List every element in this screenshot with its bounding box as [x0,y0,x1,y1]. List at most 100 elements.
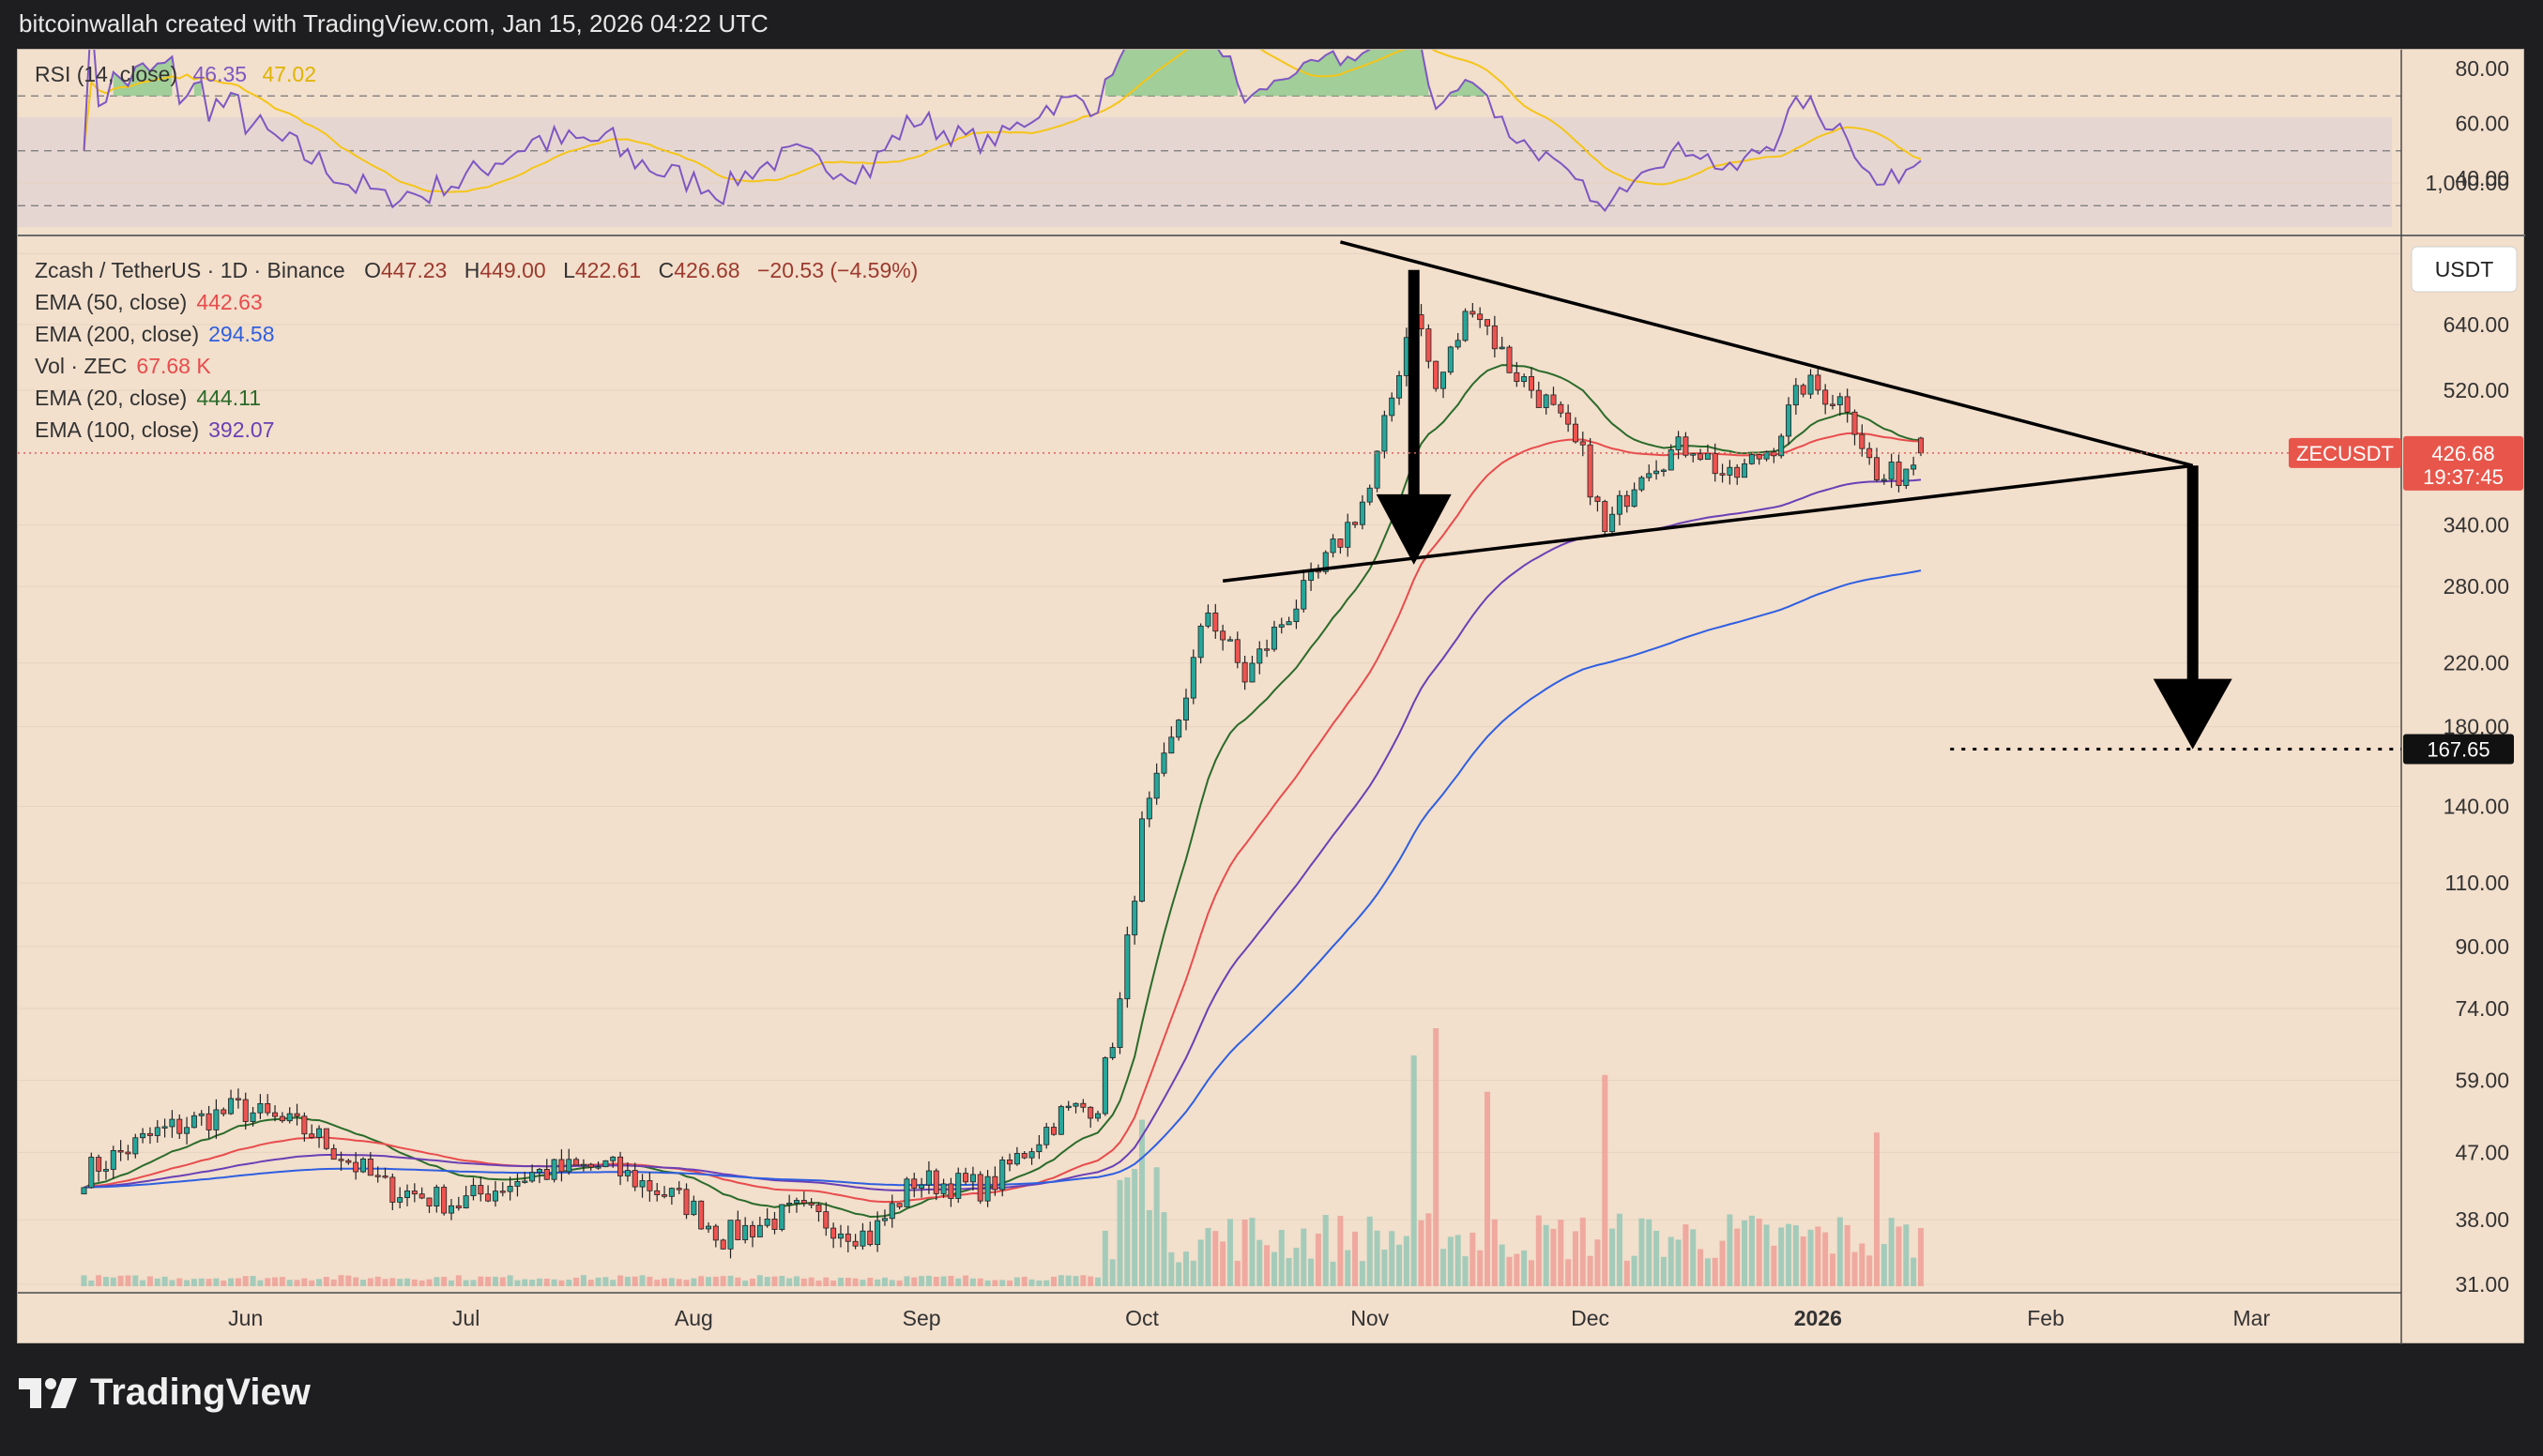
candle-body [1176,720,1182,738]
volume-bar [1389,1231,1395,1286]
candle-body [1830,403,1836,406]
candle-body [1499,346,1505,350]
candle-body [969,1174,976,1183]
candle-body [1241,661,1248,683]
candle-body [1521,376,1528,383]
indicator-value: 442.63 [196,290,262,314]
candle-body [1190,657,1196,699]
volume-bar [727,1275,734,1286]
rsi-ma-line [83,50,1922,193]
volume-bar [963,1275,969,1286]
volume-bar [1792,1225,1799,1286]
volume-bar [1748,1215,1755,1286]
volume-bar [1719,1240,1726,1286]
price-tick-label: 110.00 [2444,871,2509,895]
candle-body [1616,494,1622,515]
volume-bar [176,1278,183,1286]
candle-body [1366,487,1373,503]
candle-body [867,1230,874,1246]
candle-body [815,1205,822,1212]
time-tick-label: Nov [1350,1306,1389,1330]
volume-bar [1462,1256,1469,1286]
symbol-tag: ZECUSDT [2296,442,2394,465]
volume-bar [397,1279,404,1286]
candle-body [206,1113,212,1130]
volume-bar [1433,1028,1439,1286]
candle-body [1786,404,1792,437]
candle-body [88,1157,95,1189]
volume-bar [1506,1256,1513,1286]
volume-bar [566,1280,572,1286]
volume-bar [1197,1239,1204,1286]
candle-body [1698,453,1704,461]
candle-body [1021,1153,1028,1159]
candle-body [1117,998,1123,1048]
volume-bar [250,1276,256,1286]
indicator-label: Vol · ZEC [35,354,127,378]
candle-body [1220,630,1226,641]
candle-body [1109,1047,1116,1058]
candle-body [1727,466,1733,476]
volume-bar [198,1278,205,1286]
volume-bar [587,1280,594,1286]
candle-body [654,1190,661,1195]
volume-bar [1543,1224,1549,1286]
candle-body [668,1188,675,1197]
candle-body [1638,477,1645,491]
arrow-left [1376,269,1452,565]
volume-bar [294,1280,300,1286]
candle-body [1337,538,1344,548]
candle-body [1073,1102,1079,1107]
time-tick-label: Jul [452,1306,480,1330]
candle-body [1249,662,1256,683]
candle-body [1454,340,1461,348]
volume-bar [1454,1235,1461,1286]
volume-bar [1028,1279,1035,1286]
candle-body [146,1132,153,1136]
volume-bar [374,1276,381,1286]
candle-body [1058,1106,1064,1135]
volume-bar [1491,1219,1498,1286]
target-price-label: 167.65 [2427,738,2490,762]
price-tick-label: 640.00 [2444,312,2509,337]
candle-body [1771,451,1777,457]
volume-bar [1683,1224,1689,1286]
volume-bar [1830,1253,1836,1286]
volume-bar [1124,1177,1131,1286]
candle-body [117,1149,124,1153]
volume-bar [830,1280,837,1286]
price-tick-label: 31.00 [2455,1272,2509,1297]
volume-bar [969,1278,976,1286]
candle-body [330,1147,337,1160]
candle-body [1161,752,1167,774]
candle-body [1043,1127,1050,1145]
volume-bar [800,1278,807,1286]
tradingview-logo-icon [19,1377,77,1408]
volume-bar [1851,1251,1858,1286]
candle-body [221,1109,227,1115]
candle-body [367,1158,373,1176]
volume-bar [389,1278,396,1286]
volume-bar [1138,1119,1145,1286]
indicator-label: EMA (100, close) [35,417,199,442]
svg-text:Zcash / TetherUS · 1D · Binanc: Zcash / TetherUS · 1D · Binance O447.23 … [35,258,918,282]
candle-body [830,1227,837,1239]
rsi-label: RSI (14, close) [35,62,177,86]
candle-body [132,1137,139,1155]
candle-body [823,1211,830,1229]
volume-bar [1550,1228,1557,1286]
candle-body [595,1166,601,1169]
candle-body [1778,435,1785,457]
volume-bar [146,1276,153,1286]
time-tick-label: Aug [675,1306,713,1330]
candle-body [1888,462,1895,480]
candle-body [543,1169,550,1180]
volume-bars [81,1028,1924,1286]
volume-bar [1095,1277,1102,1286]
currency-button[interactable]: USDT [2411,246,2518,293]
volume-bar [88,1280,95,1286]
volume-bar [1102,1230,1108,1286]
candle-body [140,1132,146,1139]
volume-bar [1675,1239,1682,1286]
